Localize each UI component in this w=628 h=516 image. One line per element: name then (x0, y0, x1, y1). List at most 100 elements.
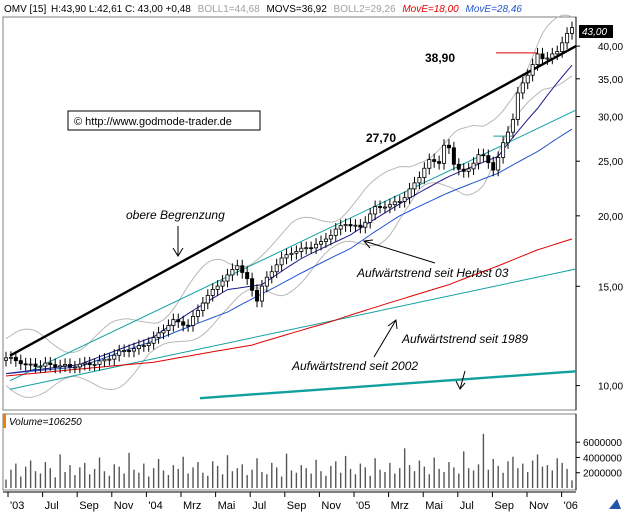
candle-body (343, 224, 348, 227)
candle-body (402, 197, 407, 202)
x-tick-label: Jul (252, 500, 266, 512)
candle-body (235, 265, 240, 270)
candle-body (264, 276, 269, 287)
candle-body (131, 348, 136, 352)
source-text: © http://www.godmode-trader.de (74, 116, 232, 128)
candle-body (230, 269, 235, 276)
candle-body (555, 51, 560, 55)
header-boll2: BOLL2=29,26 (334, 4, 396, 15)
upper-boundary-line (9, 45, 577, 357)
annotation-upper-boundary: obere Begrenzung (126, 208, 225, 222)
candle-body (220, 280, 225, 287)
candle-body (72, 366, 77, 369)
candle-body (353, 224, 358, 227)
candle-body (530, 64, 535, 76)
price-tick-label: 40,00 (598, 42, 623, 53)
candle-body (491, 162, 496, 171)
x-axis-ticks: '03 Jul Sep Nov '04 Mrz Mai Jul Sep Nov '05 Mrz Mai J… (7, 492, 578, 512)
movs-line (5, 64, 573, 375)
header-movs: MOVS=36,92 (266, 4, 327, 15)
candle-body (245, 272, 250, 280)
x-tick-label: Sep (287, 500, 307, 512)
candle-body (117, 350, 122, 356)
candle-body (378, 206, 383, 208)
move-28-line (5, 128, 573, 375)
last-price-text: 43,00 (582, 27, 607, 38)
candle-body (540, 53, 545, 60)
candle-body (328, 235, 333, 240)
candle-body (136, 345, 141, 350)
move-18-line (5, 238, 573, 377)
level-label-38-90: 38,90 (425, 51, 455, 65)
candle-body (156, 332, 161, 338)
x-axis-band (0, 491, 628, 516)
candle-body (382, 206, 387, 209)
candle-body (456, 163, 461, 170)
candle-body (476, 154, 481, 164)
candle-body (107, 358, 112, 361)
trend-line-2002 (9, 268, 577, 390)
price-tick-label: 10,00 (598, 382, 623, 393)
header-text: OMV [15] H:43,90 L:42,61 C: 43,00 +0,48 … (4, 4, 522, 15)
header-symbol: OMV [15] (4, 4, 46, 15)
candle-body (28, 363, 33, 366)
candle-body (191, 316, 196, 326)
volume-label: Volume=106250 (9, 417, 82, 428)
candle-body (412, 182, 417, 190)
x-tick-label: Sep (79, 500, 99, 512)
candle-body (18, 360, 23, 365)
candle-body (92, 363, 97, 366)
candle-body (33, 363, 38, 367)
candle-body (200, 302, 205, 311)
candle-body (520, 82, 525, 94)
candle-body (506, 131, 511, 144)
candle-body (299, 247, 304, 252)
candle-body (422, 167, 427, 178)
candle-body (255, 289, 260, 302)
candle-body (510, 119, 515, 133)
candle-body (481, 154, 486, 157)
candle-body (161, 330, 166, 334)
candle-body (451, 147, 456, 165)
candle-body (550, 53, 555, 59)
x-tick-label: Nov (114, 500, 134, 512)
candle-body (127, 350, 132, 352)
candle-body (102, 358, 107, 362)
candle-body (186, 324, 191, 327)
candle-body (215, 285, 220, 290)
x-tick-label: Mai (425, 500, 443, 512)
source-box (67, 110, 261, 131)
candle-body (387, 204, 392, 208)
volume-tick-label: 6000000 (583, 438, 622, 449)
candle-body (274, 264, 279, 273)
level-label-27-70: 27,70 (366, 131, 396, 145)
volume-marker (3, 414, 6, 428)
candle-body (333, 228, 338, 236)
candle-body (304, 247, 309, 250)
header-move28: MovE=28,46 (466, 4, 523, 15)
candle-body (545, 57, 550, 60)
arrow-trend03 (363, 239, 436, 264)
arrow-upper (172, 226, 184, 257)
candle-body (23, 363, 28, 366)
candle-body (392, 201, 397, 206)
candle-body (63, 364, 68, 367)
candle-body (259, 285, 264, 302)
candle-body (171, 319, 176, 326)
price-tick-label: 20,00 (598, 212, 623, 223)
x-tick-label: Mrz (391, 500, 409, 512)
candle-body (525, 74, 530, 84)
candle-body (565, 32, 570, 44)
candlesticks (4, 21, 575, 374)
candle-body (417, 177, 422, 184)
candle-body (4, 357, 9, 361)
x-tick-label: '06 (564, 500, 578, 512)
x-tick-label: Mrz (183, 500, 201, 512)
candle-body (141, 345, 146, 348)
price-panel (2, 16, 577, 411)
candle-body (240, 265, 245, 273)
x-tick-label: '04 (148, 500, 162, 512)
candle-body (146, 342, 151, 347)
candle-body (496, 157, 501, 171)
candle-body (294, 251, 299, 254)
